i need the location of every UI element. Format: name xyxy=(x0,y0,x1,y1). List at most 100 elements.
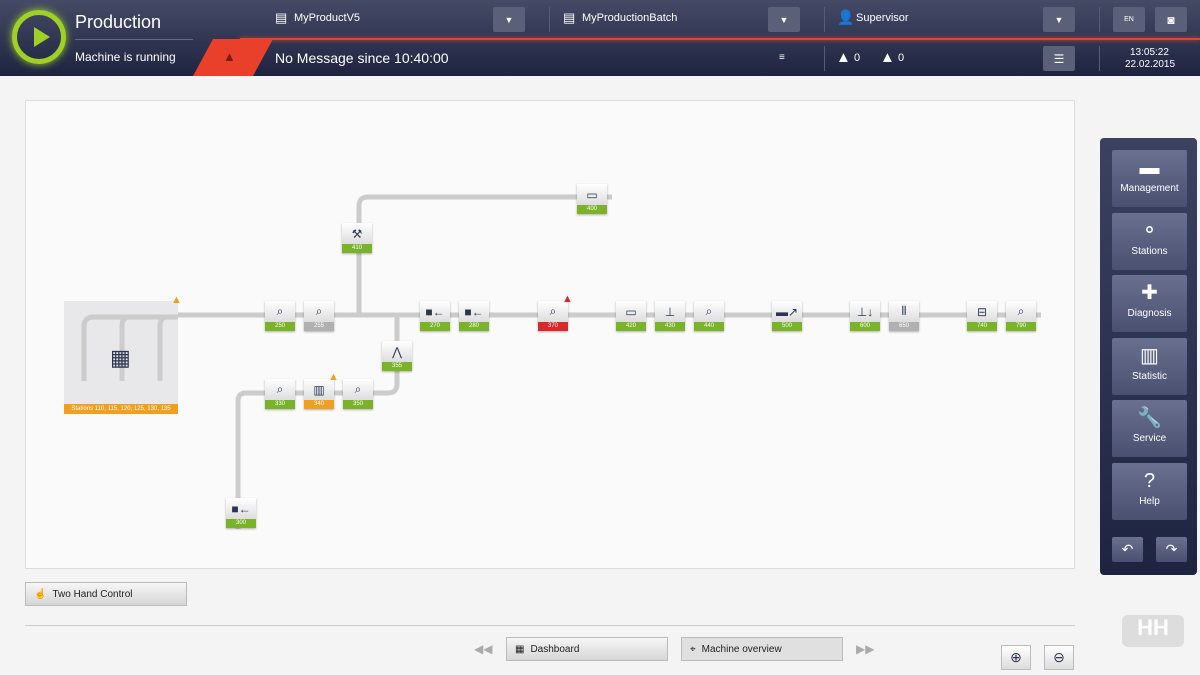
station-600[interactable]: ⊥↓ 600 xyxy=(850,301,880,331)
folder-icon: ▬ xyxy=(1139,157,1160,179)
station-410[interactable]: ⚒ 410 xyxy=(342,223,372,253)
station-790[interactable]: ⌕ 790 xyxy=(1006,301,1036,331)
inspection-icon: ⌕ xyxy=(343,379,373,400)
press-icon: ⊥ xyxy=(655,301,685,322)
station-330[interactable]: ⌕ 330 xyxy=(265,379,295,409)
barcode-icon: ⦀ xyxy=(889,301,919,322)
station-350[interactable]: ⌕ 350 xyxy=(343,379,373,409)
next-page-icon[interactable]: ▶▶ xyxy=(856,642,875,656)
machine-overview-label: Machine overview xyxy=(701,643,782,655)
station-370[interactable]: ⌕ 370 xyxy=(538,301,568,331)
undo-button[interactable]: ↶ xyxy=(1112,537,1143,562)
two-hand-control-label: Two Hand Control xyxy=(52,588,133,600)
clock-time: 13:05:22 xyxy=(1130,47,1169,58)
map-pin-icon: ⌖ xyxy=(690,643,696,655)
station-label: 410 xyxy=(342,244,372,253)
previous-page-icon[interactable]: ◀◀ xyxy=(474,642,493,656)
user-icon: 👤 xyxy=(837,9,855,25)
station-label: 340 xyxy=(304,400,334,409)
sidebar-item-label: Management xyxy=(1120,183,1179,194)
language-button[interactable]: EN xyxy=(1113,7,1145,32)
dashboard-button[interactable]: ▦ Dashboard xyxy=(506,637,668,661)
network-icon: ⚬ xyxy=(1141,219,1158,242)
alarm-list-button[interactable]: ☰ xyxy=(1043,46,1075,71)
gripper-icon: ⋀ xyxy=(382,341,412,362)
station-group-label: Stations 110, 115, 120, 125, 130, 135 xyxy=(64,404,178,414)
station-label: 280 xyxy=(459,322,489,331)
feeder-icon: ■← xyxy=(226,498,256,519)
station-label: 370 xyxy=(538,322,568,331)
station-355[interactable]: ⋀ 355 xyxy=(382,341,412,371)
station-300[interactable]: ■← 300 xyxy=(226,498,256,528)
magazine-icon: ▥ xyxy=(304,379,334,400)
station-440[interactable]: ⌕ 440 xyxy=(694,301,724,331)
sidebar-item-service[interactable]: 🔧 Service xyxy=(1112,400,1187,457)
machine-status: Machine is running xyxy=(75,50,176,64)
dashboard-label: Dashboard xyxy=(530,643,580,655)
station-label: 740 xyxy=(967,322,997,331)
batch-dropdown-button[interactable]: ▼ xyxy=(768,7,800,32)
redo-button[interactable]: ↷ xyxy=(1156,537,1187,562)
question-icon: ? xyxy=(1143,469,1156,492)
station-280[interactable]: ■← 280 xyxy=(459,301,489,331)
station-400[interactable]: ▭ 400 xyxy=(577,184,607,214)
station-270[interactable]: ■← 270 xyxy=(420,301,450,331)
error-count-icon: ▲ xyxy=(836,49,851,66)
station-500[interactable]: ▬↗ 500 xyxy=(772,301,802,331)
sidebar-item-help[interactable]: ? Help xyxy=(1112,462,1187,520)
conveyor-icon: ▭ xyxy=(577,184,607,205)
machine-running-icon xyxy=(12,10,66,64)
filter-icon[interactable]: ≡ xyxy=(779,52,785,63)
product-dropdown-button[interactable]: ▼ xyxy=(493,7,525,32)
sidebar-item-label: Help xyxy=(1139,495,1160,507)
machine-overview-canvas: ▦ Stations 110, 115, 120, 125, 130, 135 … xyxy=(25,100,1075,670)
conveyor-paths xyxy=(81,194,1041,529)
brand-logo: HH xyxy=(1122,615,1184,647)
station-340[interactable]: ▥ 340 xyxy=(304,379,334,409)
station-label: 400 xyxy=(577,205,607,214)
sidebar-item-statistic[interactable]: ▥ Statistic xyxy=(1112,337,1187,395)
sidebar-item-management[interactable]: ▬ Management xyxy=(1112,150,1187,207)
error-icon: ▲ xyxy=(223,49,236,64)
sidebar-item-label: Stations xyxy=(1131,245,1168,257)
transfer-icon: ▬↗ xyxy=(772,301,802,322)
two-hand-control-button[interactable]: ☝ Two Hand Control xyxy=(25,582,187,606)
station-label: 790 xyxy=(1006,322,1036,331)
hand-icon: ☝ xyxy=(34,588,47,600)
wrench-icon: 🔧 xyxy=(1137,407,1162,429)
station-label: 420 xyxy=(616,322,646,331)
product-select[interactable]: MyProductV5 xyxy=(294,12,361,24)
camera-button[interactable]: ◙ xyxy=(1155,7,1187,32)
language-label: EN xyxy=(1124,16,1134,23)
station-650[interactable]: ⦀ 650 xyxy=(889,301,919,331)
station-label: 300 xyxy=(226,519,256,528)
storage-icon: ▦ xyxy=(110,345,131,370)
station-740[interactable]: ⊟ 740 xyxy=(967,301,997,331)
user-select[interactable]: Supervisor xyxy=(856,12,909,24)
station-250[interactable]: ⌕ 250 xyxy=(265,301,295,331)
warning-count: 0 xyxy=(898,52,905,64)
sidebar-item-label: Service xyxy=(1132,433,1167,444)
message-text: No Message since 10:40:00 xyxy=(275,50,449,66)
station-420[interactable]: ▭ 420 xyxy=(616,301,646,331)
sidebar-item-stations[interactable]: ⚬ Stations xyxy=(1112,212,1187,270)
zoom-in-button[interactable]: ⊕ xyxy=(1001,645,1031,670)
machine-overview-button[interactable]: ⌖ Machine overview xyxy=(681,637,843,661)
dashboard-icon: ▦ xyxy=(515,643,525,655)
station-label: 255 xyxy=(304,322,334,331)
conveyor-icon: ▭ xyxy=(616,301,646,322)
station-group[interactable]: ▦ Stations 110, 115, 120, 125, 130, 135 xyxy=(64,301,178,414)
station-label: 650 xyxy=(889,322,919,331)
station-430[interactable]: ⊥ 430 xyxy=(655,301,685,331)
station-label: 270 xyxy=(420,322,450,331)
batch-select[interactable]: MyProductionBatch xyxy=(582,12,678,24)
user-dropdown-button[interactable]: ▼ xyxy=(1043,7,1075,32)
inspection-icon: ⌕ xyxy=(304,301,334,322)
sidebar-item-label: Statistic xyxy=(1131,370,1167,382)
station-label: 350 xyxy=(343,400,373,409)
zoom-out-button[interactable]: ⊖ xyxy=(1044,645,1074,670)
stamp-icon: ⊥↓ xyxy=(850,301,880,322)
page-title: Production xyxy=(75,12,162,32)
station-255[interactable]: ⌕ 255 xyxy=(304,301,334,331)
sidebar-item-diagnosis[interactable]: ✚ Diagnosis xyxy=(1112,275,1187,332)
